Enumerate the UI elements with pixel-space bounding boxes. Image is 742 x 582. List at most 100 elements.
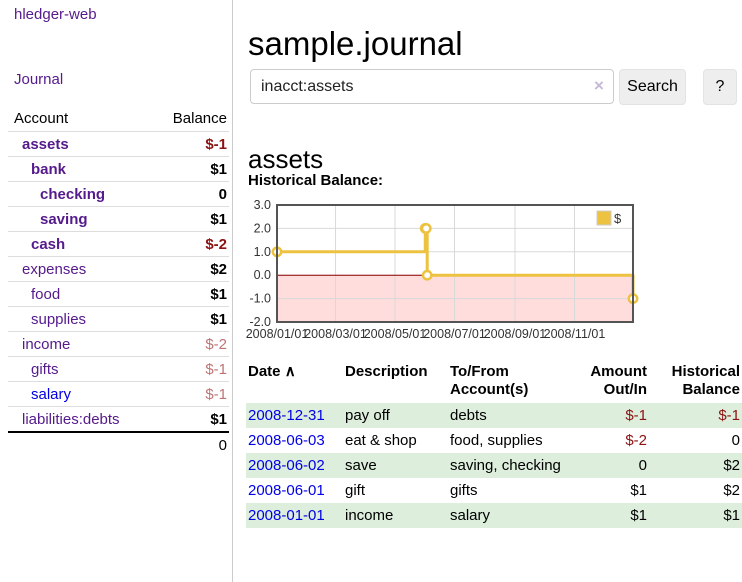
account-link-assets[interactable]: assets <box>22 135 69 153</box>
transaction-date-link[interactable]: 2008-06-02 <box>248 457 325 474</box>
sort-ascending-icon: ∧ <box>284 363 296 380</box>
account-link-income[interactable]: income <box>22 335 71 353</box>
svg-text:$: $ <box>614 211 622 226</box>
transaction-amount: $-1 <box>625 407 647 424</box>
account-balance: $2 <box>210 260 227 278</box>
transaction-row: 2008-06-02 save saving, checking 0 $2 <box>246 453 742 478</box>
balance-header-line2: Balance <box>682 381 740 398</box>
account-link-checking[interactable]: checking <box>40 185 106 203</box>
account-balance: $-1 <box>205 135 227 153</box>
account-row: saving $1 <box>8 206 229 231</box>
nav-journal-link[interactable]: Journal <box>14 71 64 88</box>
account-link-cash[interactable]: cash <box>31 235 66 253</box>
column-header-balance: Historical Balance <box>647 360 742 403</box>
svg-text:2008/01/01: 2008/01/01 <box>246 327 309 341</box>
account-balance: $1 <box>210 410 227 428</box>
accounts-header-line2: Account(s) <box>450 381 529 398</box>
page-title: sample.journal <box>248 25 463 63</box>
transaction-balance: 0 <box>731 432 740 449</box>
accounts-total-row: 0 <box>8 431 229 458</box>
svg-text:3.0: 3.0 <box>254 198 271 212</box>
account-link-liabilities-debts[interactable]: liabilities:debts <box>22 410 120 428</box>
transaction-accounts: gifts <box>450 482 478 499</box>
account-row: gifts $-1 <box>8 356 229 381</box>
account-balance: $1 <box>210 310 227 328</box>
account-balance: $-1 <box>205 385 227 403</box>
svg-text:-1.0: -1.0 <box>249 292 271 306</box>
account-balance: $1 <box>210 160 227 178</box>
accounts-table-header: Account Balance <box>8 108 229 131</box>
transaction-description: gift <box>345 482 366 499</box>
account-row: bank $1 <box>8 156 229 181</box>
clear-search-icon[interactable]: × <box>594 76 604 95</box>
transaction-amount: $1 <box>630 482 647 499</box>
chart-canvas: 3.0 2.0 1.0 0.0 -1.0 -2.02008/01/012008/03/01… <box>246 198 639 341</box>
transaction-description: save <box>345 457 377 474</box>
help-button[interactable]: ? <box>703 69 737 105</box>
transaction-amount: $1 <box>630 507 647 524</box>
transaction-accounts: salary <box>450 507 491 524</box>
svg-text:2008/11/01: 2008/11/01 <box>544 327 606 341</box>
transaction-balance: $1 <box>723 507 740 524</box>
account-balance: $-2 <box>205 235 227 253</box>
svg-text:2008/03/01: 2008/03/01 <box>304 327 367 341</box>
account-link-salary[interactable]: salary <box>31 385 72 403</box>
account-row: checking 0 <box>8 181 229 206</box>
accounts-total-value: 0 <box>218 437 227 454</box>
accounts-header-line1: To/From <box>450 363 509 380</box>
search-button[interactable]: Search <box>619 69 686 105</box>
svg-text:2008/05/01: 2008/05/01 <box>364 327 427 341</box>
account-link-expenses[interactable]: expenses <box>22 260 87 278</box>
transaction-date-link[interactable]: 2008-06-03 <box>248 432 325 449</box>
transaction-amount: 0 <box>638 457 647 474</box>
column-header-accounts: To/From Account(s) <box>450 360 562 403</box>
transaction-row: 2008-06-01 gift gifts $1 $2 <box>246 478 742 503</box>
account-link-saving[interactable]: saving <box>40 210 88 228</box>
account-row: cash $-2 <box>8 231 229 256</box>
balance-header-line1: Historical <box>671 363 740 380</box>
column-header-description: Description <box>345 363 428 380</box>
account-link-gifts[interactable]: gifts <box>31 360 59 378</box>
account-link-supplies[interactable]: supplies <box>31 310 87 328</box>
transaction-date-link[interactable]: 2008-06-01 <box>248 482 325 499</box>
svg-text:2.0: 2.0 <box>254 221 271 235</box>
transaction-description: pay off <box>345 407 390 424</box>
transaction-date-link[interactable]: 2008-12-31 <box>248 407 325 424</box>
sidebar: hledger-web Journal Account Balance asse… <box>0 0 233 582</box>
svg-text:-2.0: -2.0 <box>249 315 271 329</box>
account-balance: $-1 <box>205 360 227 378</box>
account-balance: $-2 <box>205 335 227 353</box>
amount-header-line1: Amount <box>590 363 647 380</box>
transaction-amount: $-2 <box>625 432 647 449</box>
transaction-accounts: debts <box>450 407 487 424</box>
account-row: expenses $2 <box>8 256 229 281</box>
transaction-accounts: saving, checking <box>450 457 561 474</box>
svg-text:2008/09/01: 2008/09/01 <box>484 327 547 341</box>
column-header-amount: Amount Out/In <box>562 360 647 403</box>
transaction-row: 2008-12-31 pay off debts $-1 $-1 <box>246 403 742 428</box>
accounts-header-balance: Balance <box>172 110 227 127</box>
account-heading: assets <box>248 143 324 174</box>
column-header-date[interactable]: Date ∧ <box>246 360 345 403</box>
account-balance: $1 <box>210 285 227 303</box>
accounts-table: Account Balance assets $-1 bank $1 check… <box>8 108 229 458</box>
account-balance: 0 <box>218 185 227 203</box>
amount-header-line2: Out/In <box>603 381 647 398</box>
account-balance: $1 <box>210 210 227 228</box>
search-input[interactable] <box>250 69 614 104</box>
transaction-balance: $-1 <box>718 407 740 424</box>
chart-label: Historical Balance: <box>248 172 384 189</box>
account-row: supplies $1 <box>8 306 229 331</box>
register-header-row: Date ∧ Description To/From Account(s) Am… <box>246 360 742 403</box>
account-row: assets $-1 <box>8 131 229 156</box>
register-table: Date ∧ Description To/From Account(s) Am… <box>246 360 742 528</box>
transaction-description: eat & shop <box>345 432 417 449</box>
account-link-food[interactable]: food <box>31 285 61 303</box>
transaction-row: 2008-06-03 eat & shop food, supplies $-2… <box>246 428 742 453</box>
account-row: food $1 <box>8 281 229 306</box>
transaction-date-link[interactable]: 2008-01-01 <box>248 507 325 524</box>
date-header-label: Date <box>248 363 281 380</box>
account-link-bank[interactable]: bank <box>31 160 67 178</box>
transaction-row: 2008-01-01 income salary $1 $1 <box>246 503 742 528</box>
app-title-link[interactable]: hledger-web <box>14 6 97 23</box>
